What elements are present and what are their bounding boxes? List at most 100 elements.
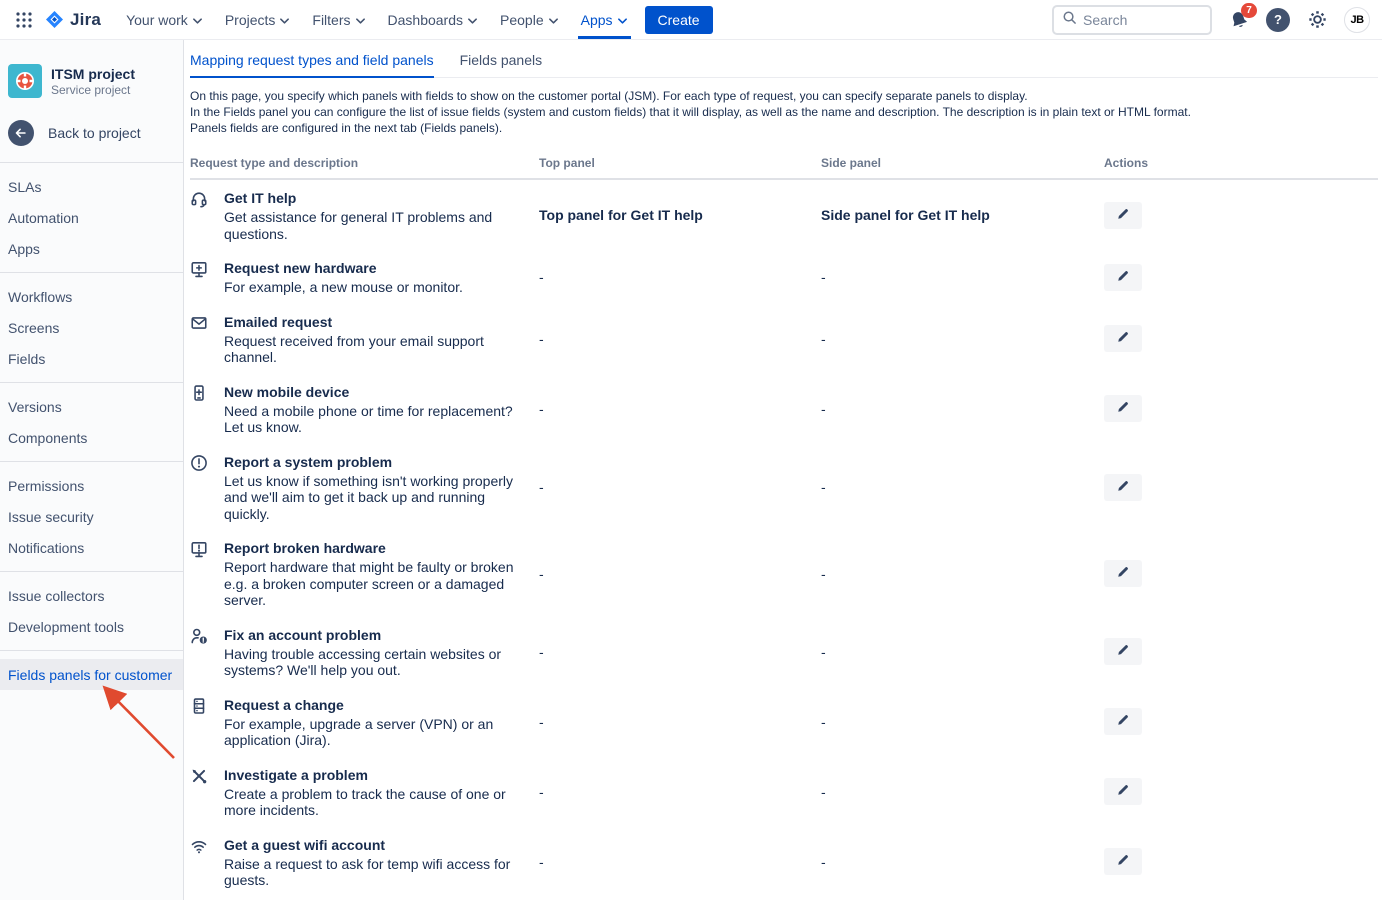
sidebar-item-workflows[interactable]: Workflows — [8, 288, 73, 305]
tab-bar: Mapping request types and field panels Fi… — [190, 40, 1378, 78]
nav-item-filters[interactable]: Filters — [301, 0, 376, 39]
sidebar-item-issue-collectors[interactable]: Issue collectors — [8, 587, 105, 604]
sidebar-item-slas[interactable]: SLAs — [8, 178, 42, 195]
request-type-description: Get assistance for general IT problems a… — [224, 209, 493, 242]
edit-button[interactable] — [1104, 638, 1142, 666]
top-panel-value: - — [539, 479, 544, 496]
envelope-icon — [190, 314, 208, 332]
top-panel-value: - — [539, 713, 544, 730]
edit-button[interactable] — [1104, 560, 1142, 588]
nav-item-label: Apps — [580, 11, 613, 28]
sidebar-item-development-tools[interactable]: Development tools — [8, 618, 124, 635]
notifications-button[interactable]: 7 — [1226, 2, 1257, 33]
edit-button[interactable] — [1104, 708, 1142, 736]
table-row: Fix an account problem Having trouble ac… — [190, 617, 1378, 687]
sidebar: ITSM project Service project Back to pro… — [0, 40, 184, 900]
divider — [0, 272, 183, 273]
request-type-description: For example, a new mouse or monitor. — [224, 279, 463, 296]
edit-button[interactable] — [1104, 263, 1142, 291]
request-type-description: Let us know if something isn't working p… — [224, 472, 514, 522]
request-type-title: Report a system problem — [224, 453, 393, 470]
nav-item-label: People — [500, 11, 544, 28]
request-type-description: Create a problem to track the cause of o… — [224, 785, 506, 819]
sidebar-item-fields-panels-for-customer[interactable]: Fields panels for customer — [0, 659, 183, 690]
pencil-icon — [1116, 400, 1130, 417]
sidebar-item-permissions[interactable]: Permissions — [8, 477, 85, 494]
request-type-description: For example, upgrade a server (VPN) or a… — [224, 715, 494, 749]
request-type-description: Raise a request to ask for temp wifi acc… — [224, 855, 511, 889]
sidebar-item-versions[interactable]: Versions — [8, 398, 62, 415]
jira-logo[interactable]: Jira — [44, 9, 101, 30]
nav-item-your-work[interactable]: Your work — [115, 0, 214, 39]
tab-mapping-request-types-and-field-panels[interactable]: Mapping request types and field panels — [190, 52, 434, 78]
top-panel-value: - — [539, 643, 544, 660]
request-type-title: Emailed request — [224, 313, 333, 330]
pencil-icon — [1116, 207, 1130, 224]
app-switcher-icon[interactable] — [10, 6, 38, 34]
side-panel-value: - — [821, 269, 826, 286]
nav-item-label: Your work — [126, 11, 188, 28]
side-panel-value: - — [821, 565, 826, 582]
request-type-title: Get IT help — [224, 190, 297, 207]
edit-button[interactable] — [1104, 395, 1142, 423]
search-box[interactable] — [1052, 4, 1212, 35]
monitor-alert-icon — [190, 540, 208, 558]
sidebar-item-apps[interactable]: Apps — [8, 240, 40, 257]
side-panel-value: Side panel for Get IT help — [821, 207, 990, 224]
create-button[interactable]: Create — [644, 5, 713, 34]
tab-fields-panels[interactable]: Fields panels — [459, 52, 543, 68]
sidebar-item-automation[interactable]: Automation — [8, 209, 79, 226]
table-row: Request a change For example, upgrade a … — [190, 687, 1378, 757]
alert-circle-icon — [190, 454, 208, 472]
edit-button[interactable] — [1104, 473, 1142, 501]
help-button[interactable]: ? — [1266, 7, 1290, 32]
project-name: ITSM project — [51, 65, 136, 82]
sidebar-item-notifications[interactable]: Notifications — [8, 539, 85, 556]
edit-button[interactable] — [1104, 325, 1142, 353]
pencil-icon — [1116, 713, 1130, 730]
chevron-down-icon — [467, 12, 478, 28]
back-to-project[interactable]: Back to project — [0, 120, 183, 146]
top-panel-value: - — [539, 853, 544, 870]
description-line: Panels fields are configured in the next… — [190, 120, 503, 135]
table-row: Investigate a problem Create a problem t… — [190, 757, 1378, 827]
nav-item-projects[interactable]: Projects — [214, 0, 302, 39]
edit-button[interactable] — [1104, 778, 1142, 806]
edit-button[interactable] — [1104, 201, 1142, 229]
sidebar-item-components[interactable]: Components — [8, 429, 88, 446]
back-label: Back to project — [48, 125, 141, 141]
request-type-title: Request a change — [224, 696, 344, 713]
table-header: Request type and description Top panel Sid… — [190, 156, 1378, 181]
request-types-table: Request type and description Top panel Sid… — [190, 156, 1378, 900]
description-line: On this page, you specify which panels w… — [190, 89, 1028, 103]
table-row: Emailed request Request received from yo… — [190, 304, 1378, 374]
search-input[interactable] — [1083, 11, 1193, 28]
sidebar-item-screens[interactable]: Screens — [8, 319, 60, 336]
divider — [0, 461, 183, 462]
edit-button[interactable] — [1104, 848, 1142, 876]
project-header: ITSM project Service project — [0, 64, 183, 98]
request-type-title: Fix an account problem — [224, 626, 382, 643]
user-alert-icon — [190, 627, 208, 645]
request-type-description: Having trouble accessing certain website… — [224, 645, 502, 679]
user-avatar[interactable]: JB — [1344, 6, 1370, 33]
side-panel-value: - — [821, 643, 826, 660]
top-panel-value: - — [539, 269, 544, 286]
side-panel-value: - — [821, 853, 826, 870]
chevron-down-icon — [279, 12, 290, 28]
chevron-down-icon — [548, 12, 559, 28]
settings-gear-icon[interactable] — [1304, 7, 1330, 33]
sidebar-item-issue-security[interactable]: Issue security — [8, 508, 94, 525]
sidebar-item-fields[interactable]: Fields — [8, 350, 46, 367]
pencil-icon — [1116, 479, 1130, 496]
nav-item-people[interactable]: People — [489, 0, 570, 39]
top-nav: Jira Your work Projects Filters Dashboards P… — [0, 0, 1382, 40]
nav-item-dashboards[interactable]: Dashboards — [377, 0, 490, 39]
side-panel-value: - — [821, 479, 826, 496]
jira-logo-icon — [46, 11, 63, 28]
back-arrow-icon — [8, 120, 34, 146]
column-header-request-type-and-description: Request type and description — [190, 156, 359, 171]
column-header-top-panel: Top panel — [539, 156, 595, 171]
nav-item-apps[interactable]: Apps — [570, 0, 639, 39]
primary-nav: Your work Projects Filters Dashboards People… — [115, 0, 638, 39]
